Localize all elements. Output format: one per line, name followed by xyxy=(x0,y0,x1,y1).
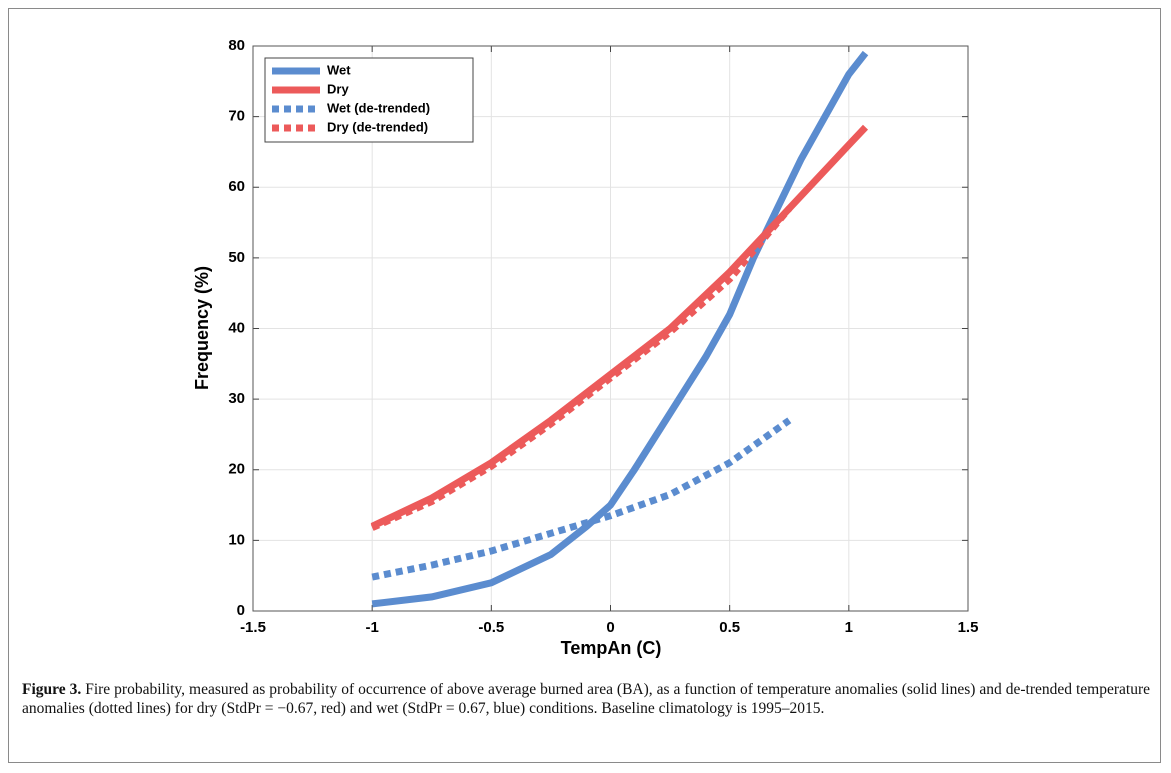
y-tick-label: 20 xyxy=(228,461,245,478)
x-tick-label: -1.5 xyxy=(240,619,266,636)
y-axis-label: Frequency (%) xyxy=(192,266,212,390)
y-tick-label: 30 xyxy=(228,390,245,407)
chart: TempAn (C) Frequency (%) 010203040506070… xyxy=(192,37,979,658)
y-tick-label: 10 xyxy=(228,531,245,548)
legend-label: Dry xyxy=(327,81,349,96)
x-tick-label: 1 xyxy=(845,619,853,636)
y-tick-label: 70 xyxy=(228,108,245,125)
x-tick-label: -0.5 xyxy=(478,619,504,636)
y-tick-label: 40 xyxy=(228,319,245,336)
x-tick-label: 0 xyxy=(606,619,614,636)
x-tick-label: -1 xyxy=(365,619,378,636)
caption-text: Fire probability, measured as probabilit… xyxy=(22,681,1151,717)
y-tick-label: 0 xyxy=(237,602,245,619)
x-tick-label: 0.5 xyxy=(719,619,740,636)
figure-frame xyxy=(8,8,1161,763)
y-tick-label: 60 xyxy=(228,178,245,195)
x-axis-label: TempAn (C) xyxy=(561,638,662,658)
legend-label: Dry (de-trended) xyxy=(327,119,428,134)
line-series xyxy=(370,206,792,531)
line-series xyxy=(371,417,792,581)
x-tick-label: 1.5 xyxy=(958,619,979,636)
y-tick-label: 50 xyxy=(228,249,245,266)
legend-label: Wet (de-trended) xyxy=(327,100,430,115)
caption: Figure 3. Fire probability, measured as … xyxy=(22,680,1150,718)
y-tick-label: 80 xyxy=(228,37,245,54)
plot-border xyxy=(252,45,969,612)
line-series xyxy=(371,50,869,608)
caption-label: Figure 3. xyxy=(22,681,82,698)
legend-label: Wet xyxy=(327,62,351,77)
